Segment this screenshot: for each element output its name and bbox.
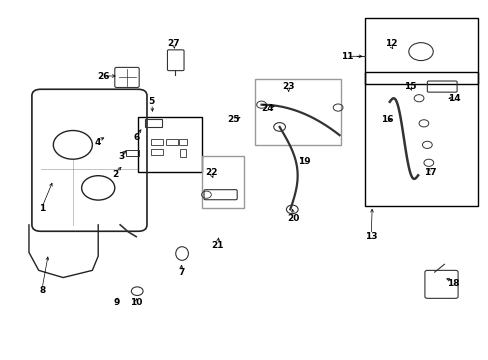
Text: 27: 27 <box>167 39 180 48</box>
Bar <box>178 139 187 145</box>
Text: 8: 8 <box>39 286 45 295</box>
Text: 10: 10 <box>130 298 142 307</box>
Bar <box>151 149 163 155</box>
Text: 13: 13 <box>364 232 377 241</box>
Bar <box>138 117 201 172</box>
Text: 15: 15 <box>403 82 416 91</box>
Text: 7: 7 <box>178 268 184 277</box>
Bar <box>201 156 243 208</box>
Bar <box>255 79 340 145</box>
Bar <box>126 150 139 156</box>
Text: 9: 9 <box>113 298 120 307</box>
Text: 21: 21 <box>211 241 224 250</box>
Text: 14: 14 <box>447 94 460 103</box>
Text: 3: 3 <box>118 152 124 161</box>
Bar <box>151 139 163 145</box>
Text: 17: 17 <box>424 168 436 177</box>
Text: 26: 26 <box>97 72 109 81</box>
Text: 11: 11 <box>340 52 352 61</box>
Text: 18: 18 <box>446 279 459 288</box>
Text: 5: 5 <box>148 97 155 106</box>
Bar <box>144 119 162 127</box>
Text: 20: 20 <box>286 214 299 223</box>
Bar <box>365 18 477 84</box>
Text: 12: 12 <box>384 39 396 48</box>
Text: 1: 1 <box>39 204 45 213</box>
Bar <box>165 139 177 145</box>
Text: 6: 6 <box>133 133 139 142</box>
Text: 4: 4 <box>95 138 101 147</box>
Bar <box>365 72 477 206</box>
Text: 23: 23 <box>282 82 294 91</box>
Text: 24: 24 <box>261 104 274 113</box>
Text: 16: 16 <box>380 115 392 124</box>
Bar <box>180 149 185 157</box>
Text: 19: 19 <box>297 157 310 166</box>
Text: 25: 25 <box>227 115 240 124</box>
Text: 22: 22 <box>204 168 217 177</box>
Text: 2: 2 <box>112 170 118 179</box>
